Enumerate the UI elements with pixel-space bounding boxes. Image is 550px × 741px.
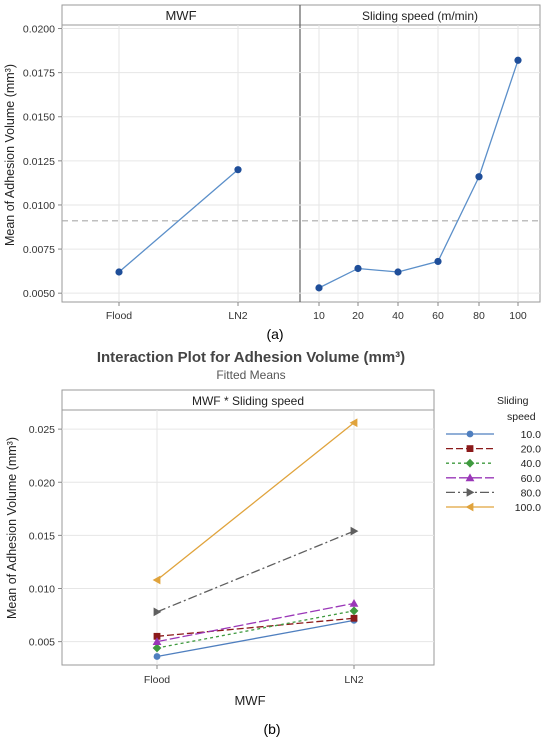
chart-b-caption: (b): [263, 721, 280, 737]
chart-a-panel-title-speed: Sliding speed (m/min): [362, 9, 478, 23]
chart-a-panel-frame-left: [61, 4, 301, 303]
chart-b-data-point: [349, 418, 358, 428]
chart-b-legend-marker: [466, 488, 475, 497]
chart-b-legend-label: 40.0: [521, 458, 542, 470]
chart-b-y-tick-label: 0.010: [29, 584, 55, 596]
chart-a-data-point: [354, 264, 362, 273]
chart-b-panel-title: MWF * Sliding speed: [192, 394, 304, 408]
chart-a-y-ticks: 0.0050 0.0075 0.0100 0.0125 0.0150 0.0175 0.02…: [23, 24, 62, 300]
chart-a-x-tick-label: 60: [432, 310, 444, 322]
chart-b-y-tick-label: 0.020: [29, 477, 55, 489]
chart-b-legend-label: 60.0: [521, 473, 542, 485]
chart-a-x-tick-label: LN2: [228, 310, 247, 322]
chart-b-legend-marker: [465, 502, 474, 512]
chart-b-legend-marker: [466, 445, 474, 452]
chart-b-x-ticks: Flood LN2: [144, 665, 364, 686]
chart-a-data-point: [475, 173, 483, 181]
chart-b-data-point: [349, 598, 359, 607]
chart-b-y-ticks: 0.005 0.010 0.015 0.020 0.025: [29, 424, 62, 649]
chart-b-data-point: [153, 653, 161, 660]
chart-b-title: Interaction Plot for Adhesion Volume (mm…: [97, 349, 405, 366]
chart-a-series-line: [118, 169, 239, 273]
chart-b-legend-marker: [466, 430, 474, 438]
chart-b-legend-label: 80.0: [521, 487, 542, 499]
chart-a-data-point: [514, 56, 522, 64]
chart-b-xlabel: MWF: [234, 693, 265, 708]
chart-b-series-line: [156, 530, 355, 613]
chart-b-series-line: [156, 422, 355, 581]
chart-a-y-tick-label: 0.0050: [23, 288, 55, 300]
chart-b-legend: Sliding speed 10.0 20.0 40.0 60.0 80.0 100.0: [446, 395, 541, 514]
chart-b-series-line: [156, 619, 355, 658]
chart-b-legend-label: 20.0: [521, 444, 542, 456]
chart-b-legend-title: speed: [507, 411, 536, 423]
chart-a-gridlines: [62, 25, 540, 302]
chart-b-y-tick-label: 0.015: [29, 530, 55, 542]
chart-a-x-tick-label: 80: [473, 310, 485, 322]
chart-b-subtitle: Fitted Means: [216, 368, 285, 382]
chart-a-x-tick-label: 40: [392, 310, 404, 322]
chart-b-legend-title: Sliding: [497, 395, 529, 407]
chart-b-data-point: [152, 643, 162, 653]
chart-b-panel-frame: [61, 389, 435, 666]
chart-b-x-tick-label: Flood: [144, 674, 170, 686]
chart-a-x-tick-label: 10: [313, 310, 325, 322]
chart-b-legend-label: 100.0: [515, 502, 541, 514]
chart-b-legend-marker: [465, 458, 475, 468]
chart-b-data-point: [152, 575, 161, 585]
chart-a-data-point: [394, 268, 402, 276]
chart-a-x-tick-label: Flood: [106, 310, 132, 322]
chart-a-y-tick-label: 0.0200: [23, 24, 55, 36]
chart-b-series: [152, 418, 359, 660]
chart-a-y-tick-label: 0.0125: [23, 156, 55, 168]
chart-b: Interaction Plot for Adhesion Volume (mm…: [5, 349, 541, 737]
chart-b-y-tick-label: 0.005: [29, 637, 55, 649]
chart-a-y-tick-label: 0.0150: [23, 112, 55, 124]
chart-b-legend-marker: [465, 473, 475, 482]
chart-b-data-point: [153, 632, 161, 640]
chart-a-y-tick-label: 0.0175: [23, 68, 55, 80]
chart-b-series-line: [156, 602, 355, 643]
chart-a-series-line: [318, 60, 519, 289]
chart-a-data-point: [315, 284, 323, 292]
chart-b-ylabel: Mean of Adhesion Volume (mm³): [5, 437, 19, 619]
chart-a-x-tick-label: 20: [352, 310, 364, 322]
chart-b-series-line: [156, 617, 355, 637]
chart-a-data-point: [434, 257, 442, 266]
chart-b-data-point: [350, 614, 358, 622]
chart-a-panel-frame-right: [299, 4, 541, 303]
chart-b-data-point: [152, 637, 162, 646]
chart-a-x-ticks: Flood LN2 10 20 40 60 80 100: [106, 302, 527, 322]
chart-a-y-tick-label: 0.0075: [23, 244, 55, 256]
chart-a-ylabel: Mean of Adhesion Volume (mm³): [3, 64, 17, 246]
chart-a-panel-title-mwf: MWF: [165, 8, 196, 23]
chart-a-x-tick-label: 100: [509, 310, 527, 322]
chart-b-legend-label: 10.0: [521, 429, 542, 441]
chart-a: MWF Sliding speed (m/min) 0.00500.00750.…: [3, 4, 541, 342]
chart-a-series: [115, 56, 522, 292]
chart-a-data-point: [115, 268, 123, 276]
chart-b-x-tick-label: LN2: [344, 674, 363, 686]
chart-b-y-tick-label: 0.025: [29, 424, 55, 436]
chart-a-caption: (a): [266, 326, 283, 342]
chart-b-data-point: [153, 607, 162, 617]
chart-a-y-tick-label: 0.0100: [23, 200, 55, 212]
chart-b-data-point: [349, 606, 359, 616]
chart-b-data-point: [350, 526, 359, 536]
chart-a-data-point: [234, 166, 242, 174]
